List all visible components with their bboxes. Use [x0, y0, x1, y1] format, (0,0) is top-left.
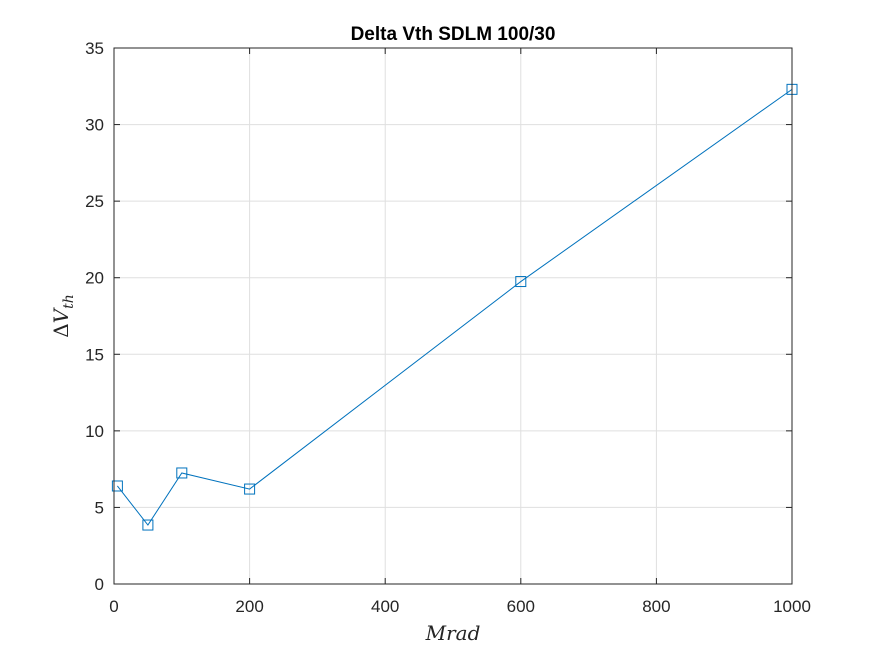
y-tick-label: 10 [85, 422, 104, 441]
x-tick-label: 400 [371, 597, 399, 616]
axis-ticks: 0 200 400 600 800 1000 0 5 10 15 20 25 30 35 [85, 39, 811, 616]
x-tick-label: 1000 [773, 597, 811, 616]
data-point-marker [111, 480, 123, 492]
y-tick-label: 15 [85, 345, 104, 364]
data-point-marker [176, 467, 188, 479]
x-tick-label: 0 [109, 597, 118, 616]
chart-title: Delta Vth SDLM 100/30 [351, 24, 556, 45]
x-tick-label: 600 [507, 597, 535, 616]
x-tick-label: 800 [642, 597, 670, 616]
data-point-marker [515, 276, 527, 288]
y-axis-label-symbol: Δ [49, 323, 73, 337]
series-line [116, 88, 793, 526]
y-axis-label-subscript: th [61, 294, 77, 309]
y-tick-label: 0 [95, 575, 104, 594]
axes-frame [113, 47, 793, 585]
y-tick-label: 5 [95, 498, 104, 517]
x-axis-label: Mrad [425, 621, 481, 645]
y-axis-label: ΔVth [49, 294, 77, 338]
y-tick-label: 20 [85, 269, 104, 288]
data-point-marker [142, 519, 154, 531]
series-layer [111, 83, 798, 531]
data-point-marker [244, 483, 256, 495]
y-tick-label: 30 [85, 116, 104, 135]
x-tick-label: 200 [235, 597, 263, 616]
y-tick-label: 25 [85, 192, 104, 211]
y-tick-label: 35 [85, 39, 104, 58]
plot-area [114, 48, 792, 584]
y-axis-label-main: V [49, 306, 73, 323]
